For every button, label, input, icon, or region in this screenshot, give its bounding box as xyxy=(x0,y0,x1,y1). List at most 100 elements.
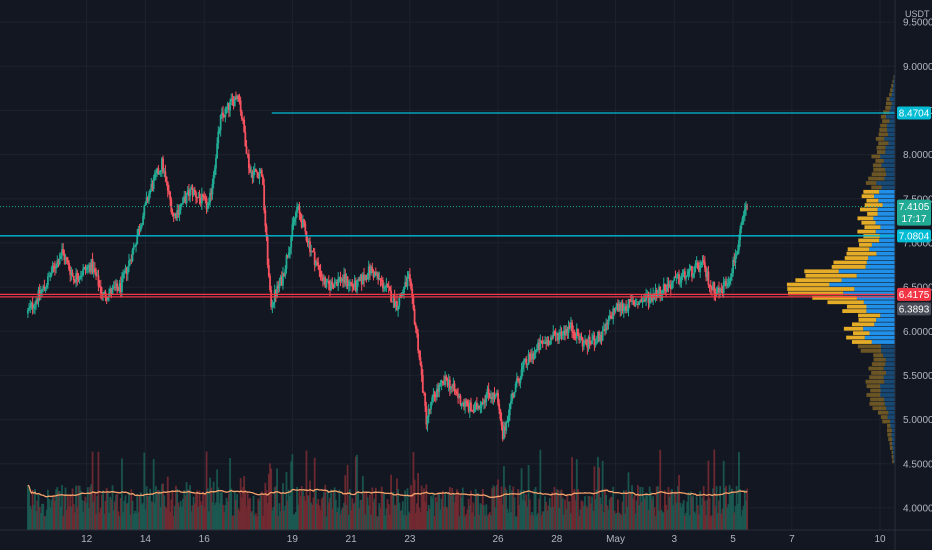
candle-body xyxy=(378,278,381,280)
volume-bar xyxy=(566,494,569,530)
volume-bar xyxy=(504,487,506,530)
candle-body xyxy=(326,281,329,283)
candle-body xyxy=(113,286,116,288)
candle-body xyxy=(182,198,184,204)
volume-bar xyxy=(343,502,345,530)
candle-body xyxy=(718,287,720,292)
candle-body xyxy=(39,291,42,295)
volume-profile-down-row xyxy=(876,150,886,154)
volume-bar xyxy=(44,516,47,530)
volume-profile-down-row xyxy=(891,83,894,88)
volume-profile-up-row xyxy=(876,251,895,256)
candle-body xyxy=(202,194,204,197)
volume-bar xyxy=(336,512,338,530)
volume-bar xyxy=(621,501,624,530)
volume-bar xyxy=(244,489,247,530)
volume-profile-down-row xyxy=(865,181,877,185)
volume-bar xyxy=(306,495,309,530)
volume-bar xyxy=(680,507,683,530)
candle-body xyxy=(290,236,293,248)
volume-bar xyxy=(170,499,173,530)
volume-bar xyxy=(638,505,640,530)
candle-body xyxy=(622,308,625,311)
candle-body xyxy=(143,205,146,216)
volume-bar xyxy=(659,449,662,530)
volume-profile-up-row xyxy=(885,167,895,172)
candle-body xyxy=(48,276,50,278)
candle-body xyxy=(350,282,353,284)
candle-body xyxy=(172,212,175,216)
candle-body xyxy=(230,98,233,102)
candle-body xyxy=(298,206,301,214)
volume-bar xyxy=(364,514,367,530)
candle-body xyxy=(520,369,523,379)
volume-bar xyxy=(473,516,476,530)
candle-body xyxy=(367,266,370,278)
volume-bar xyxy=(668,496,671,530)
volume-profile-up-row xyxy=(892,450,895,455)
candle-body xyxy=(95,272,97,277)
horizontal-levels[interactable] xyxy=(0,112,895,298)
candle-body xyxy=(98,286,101,287)
volume-bar xyxy=(286,500,289,530)
candle-body xyxy=(341,278,344,282)
volume-profile-up-row xyxy=(883,159,895,163)
volume-bar xyxy=(211,502,214,530)
volume-profile-up-row xyxy=(869,331,895,336)
volume-bar xyxy=(233,491,236,530)
volume-bar xyxy=(674,491,677,530)
level-price-tag-bg xyxy=(897,287,931,301)
candle-body xyxy=(665,290,667,292)
candle-body xyxy=(63,253,66,261)
candle-body xyxy=(327,281,330,284)
candle-body xyxy=(511,393,514,401)
volume-profile-up-row xyxy=(886,406,895,411)
candle-body xyxy=(585,340,588,345)
volume-bar xyxy=(384,515,387,530)
volume-profile-up-row xyxy=(886,371,895,375)
volume-bar xyxy=(74,512,76,530)
volume-bar xyxy=(32,504,35,530)
candle-body xyxy=(137,228,140,236)
candle-body xyxy=(534,349,537,354)
volume-bar xyxy=(135,513,137,530)
volume-bar xyxy=(715,486,718,530)
volume-bar xyxy=(46,489,49,530)
candle-body xyxy=(252,171,255,178)
volume-bar xyxy=(237,508,240,530)
volume-bar xyxy=(104,500,107,530)
candle-body xyxy=(493,392,496,398)
volume-bar xyxy=(98,512,101,530)
volume-bar xyxy=(189,485,192,530)
volume-bar xyxy=(61,485,63,530)
volume-profile-up-row xyxy=(841,278,895,283)
volume-bar xyxy=(553,486,556,530)
volume-bar xyxy=(84,496,87,530)
volume-bar xyxy=(89,486,92,530)
candle-body xyxy=(518,381,521,384)
volume-bar xyxy=(313,457,316,530)
volume-profile-down-row xyxy=(859,242,872,247)
volume-bar xyxy=(721,508,724,530)
volume-bar xyxy=(133,510,136,530)
volume-bar xyxy=(411,493,414,530)
volume-profile-down-row xyxy=(787,291,844,296)
volume-bar xyxy=(624,513,626,530)
volume-bar xyxy=(719,485,722,530)
volume-bar xyxy=(379,508,382,530)
candle-body xyxy=(49,275,52,277)
candle-body xyxy=(391,301,394,303)
volume-bar xyxy=(374,487,377,530)
volume-bar xyxy=(656,486,659,530)
candle-body xyxy=(258,173,261,179)
candle-body xyxy=(478,405,481,409)
candle-body xyxy=(245,146,248,154)
candle-body xyxy=(287,252,290,257)
candle-body xyxy=(186,190,189,194)
candle-body xyxy=(625,306,628,311)
volume-bar xyxy=(296,486,298,530)
candle-body xyxy=(112,286,115,288)
time-tick-label: 26 xyxy=(492,534,504,545)
